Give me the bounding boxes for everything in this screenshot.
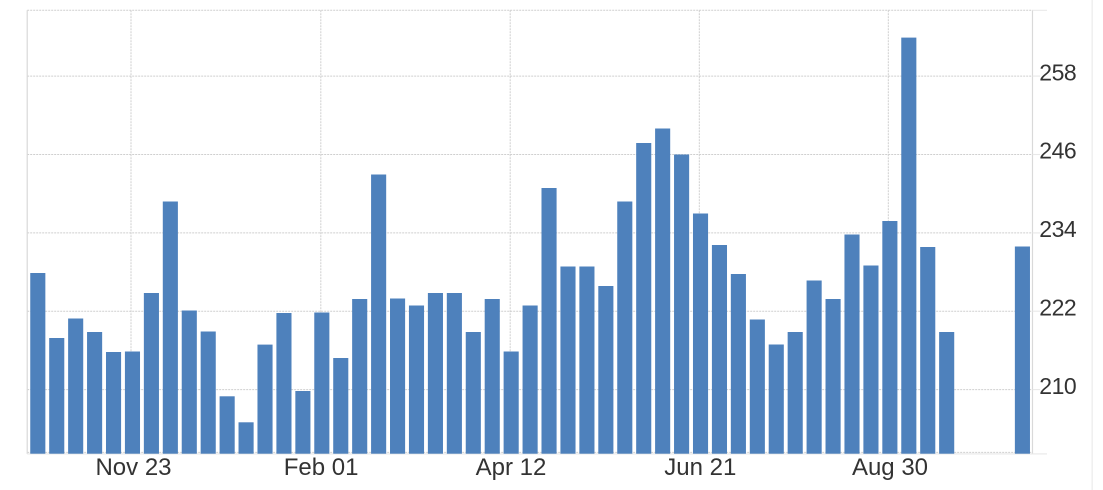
- svg-text:Aug 30: Aug 30: [852, 454, 928, 481]
- svg-text:222: 222: [1039, 294, 1076, 320]
- svg-text:258: 258: [1039, 59, 1076, 85]
- svg-text:Feb 01: Feb 01: [284, 454, 359, 481]
- svg-text:246: 246: [1039, 138, 1076, 164]
- svg-text:Jun 21: Jun 21: [664, 454, 736, 481]
- svg-text:210: 210: [1039, 373, 1076, 399]
- svg-text:Apr 12: Apr 12: [476, 454, 547, 481]
- svg-text:Nov 23: Nov 23: [95, 454, 171, 481]
- svg-text:234: 234: [1039, 216, 1077, 242]
